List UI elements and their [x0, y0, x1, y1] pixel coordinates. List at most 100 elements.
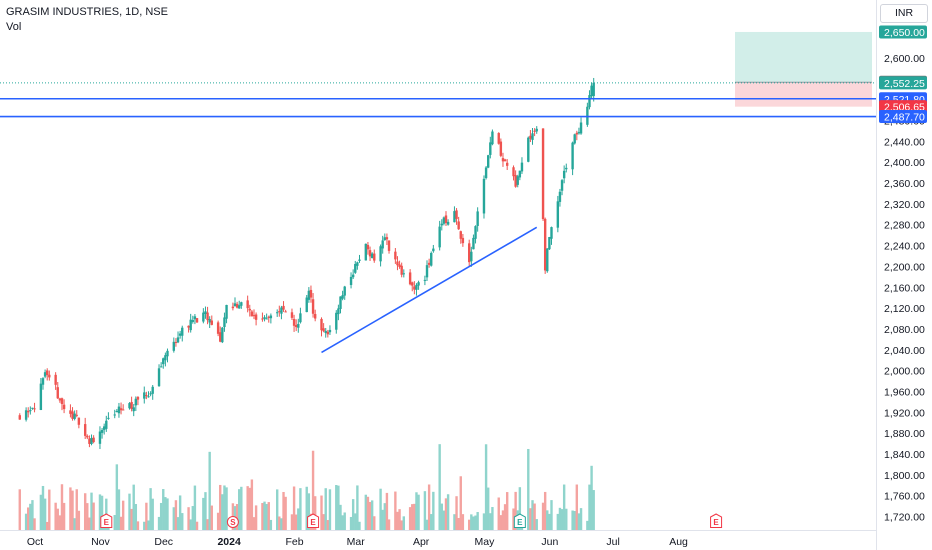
candle-body	[43, 372, 47, 377]
volume-bar	[113, 515, 116, 530]
position-zones	[735, 31, 872, 107]
x-tick-label: 2024	[217, 536, 241, 548]
volume-bar	[46, 521, 49, 530]
volume-bar	[326, 520, 330, 530]
y-tick-label: 2,360.00	[884, 178, 925, 190]
volume-bar	[132, 484, 135, 530]
volume-bar	[204, 492, 207, 530]
volume-bar	[250, 479, 254, 530]
volume-bar	[402, 516, 405, 530]
candle-body	[134, 398, 138, 406]
candle-body	[309, 289, 313, 298]
candle-body	[516, 176, 519, 185]
candle-body	[556, 201, 560, 228]
volume-bar	[299, 488, 302, 530]
x-tick-label: May	[475, 536, 496, 548]
volume-bar	[265, 504, 268, 530]
candle-body	[472, 237, 475, 250]
y-tick-label: 2,280.00	[884, 220, 925, 232]
y-tick-label: 1,800.00	[884, 470, 925, 482]
volume-bar	[311, 450, 315, 530]
candle-body	[206, 312, 209, 321]
candle-body	[385, 237, 389, 240]
candle-body	[491, 131, 494, 145]
candle-body	[145, 394, 148, 396]
candle-body	[531, 133, 534, 140]
event-marker-shape	[307, 513, 320, 528]
trendline	[321, 226, 538, 354]
volume-bar	[423, 491, 427, 530]
candle-body	[105, 420, 108, 429]
volume-bar	[254, 505, 258, 530]
candle-body	[292, 318, 296, 326]
price-tag-bg	[879, 100, 927, 114]
volume-bar	[324, 488, 327, 530]
volume-bar	[487, 487, 490, 530]
event-marker-circle	[226, 516, 239, 528]
volume-bar	[225, 487, 228, 530]
x-tick-label: Aug	[669, 536, 688, 548]
volume-bar	[202, 497, 205, 530]
volume-bar	[444, 498, 448, 530]
volume-bar	[219, 484, 222, 530]
candle-body	[18, 415, 21, 420]
volume-bar	[313, 496, 317, 530]
candle-body	[305, 297, 308, 313]
candle-body	[425, 265, 429, 278]
candle-body	[459, 231, 462, 239]
candle-body	[166, 350, 169, 357]
volume-bar	[130, 508, 133, 530]
volume-bar	[501, 510, 505, 530]
volume-bar	[453, 514, 456, 530]
event-marker-label: E	[104, 518, 110, 527]
candle-body	[159, 366, 163, 368]
candle-body	[590, 85, 593, 97]
volume-bar	[290, 514, 294, 530]
y-tick-label: 1,880.00	[884, 428, 925, 440]
candle-body	[100, 429, 104, 433]
candle-body	[339, 296, 342, 309]
y-tick-label: 2,040.00	[884, 345, 925, 357]
candle-body	[117, 406, 121, 414]
candle-body	[575, 132, 579, 135]
candle-body	[394, 251, 397, 260]
volume-bar	[157, 516, 161, 530]
candle-body	[468, 243, 471, 263]
event-marker-label: S	[230, 518, 236, 527]
volume-bar	[282, 491, 285, 530]
candle-body	[461, 237, 465, 244]
candle-body	[364, 243, 368, 261]
candle-body	[62, 404, 66, 410]
volume-bar	[368, 501, 372, 530]
candle-body	[252, 315, 256, 317]
event-marker-shape	[513, 513, 526, 528]
candle-body	[121, 409, 125, 411]
event-marker-label: E	[310, 518, 316, 527]
candle-body	[278, 311, 281, 313]
price-candles	[18, 77, 595, 450]
candle-body	[427, 262, 431, 265]
candle-body	[88, 438, 91, 444]
volume-bar	[18, 489, 21, 530]
volume-bar	[136, 521, 140, 530]
candle-body	[178, 333, 182, 336]
candle-body	[238, 305, 241, 309]
currency-label[interactable]: INR	[880, 4, 928, 23]
y-tick-label: 2,200.00	[884, 261, 925, 273]
volume-bar	[269, 519, 273, 530]
candle-body	[400, 265, 403, 275]
candle-body	[457, 221, 460, 230]
candle-body	[588, 95, 591, 108]
volume-bar	[71, 490, 74, 530]
volume-bar	[119, 516, 123, 530]
candle-body	[546, 248, 549, 272]
event-marker: E	[710, 513, 723, 528]
candle-body	[579, 122, 583, 134]
price-tag-bg	[879, 110, 927, 124]
candle-body	[276, 312, 279, 314]
candle-body	[174, 342, 178, 344]
volume-bar	[206, 519, 209, 530]
candle-body	[328, 329, 332, 333]
